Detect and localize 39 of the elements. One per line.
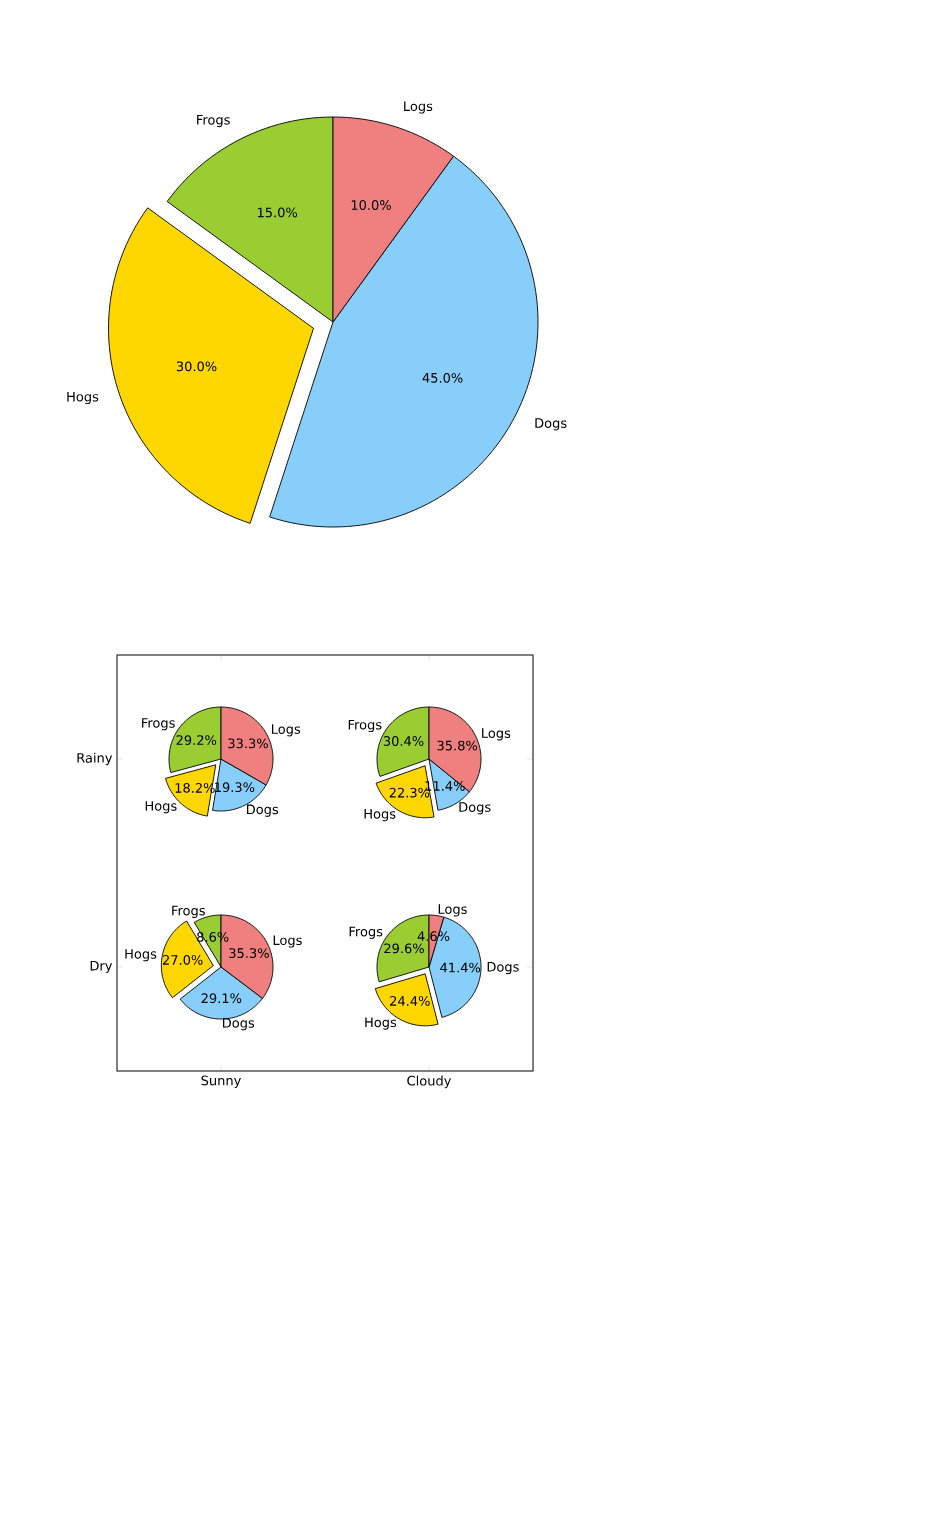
slice-label: Hogs bbox=[67, 391, 99, 405]
slice-label: Dogs bbox=[223, 1018, 255, 1031]
data-label: 15.0% bbox=[257, 207, 298, 218]
slice-label: Hogs bbox=[364, 809, 396, 822]
slice-label: Frogs bbox=[349, 926, 383, 939]
slice-label: Logs bbox=[271, 724, 301, 737]
data-label: 24.4% bbox=[390, 996, 430, 1006]
data-label: 45.0% bbox=[422, 372, 463, 383]
slice-label: Logs bbox=[404, 101, 433, 114]
data-label: 30.0% bbox=[176, 361, 217, 372]
category-label: Sunny bbox=[201, 1075, 241, 1088]
slice-label: Hogs bbox=[125, 949, 157, 962]
data-label: 29.6% bbox=[384, 943, 424, 954]
data-label: 35.3% bbox=[229, 948, 269, 959]
data-label: 29.1% bbox=[201, 993, 242, 1004]
slice-label: Logs bbox=[482, 728, 511, 741]
slice-label: Hogs bbox=[365, 1017, 397, 1030]
slice-label: Frogs bbox=[348, 719, 382, 733]
slice-label: Logs bbox=[438, 904, 467, 917]
slice-label: Frogs bbox=[172, 905, 205, 918]
category-label: Cloudy bbox=[407, 1075, 452, 1089]
data-label: 27.0% bbox=[162, 955, 203, 965]
data-label: 19.3% bbox=[215, 782, 255, 793]
category-label: Dry bbox=[90, 960, 113, 974]
slice-label: Dogs bbox=[487, 962, 519, 975]
data-label: 33.3% bbox=[228, 738, 268, 749]
data-label: 35.8% bbox=[437, 740, 478, 751]
data-label: 29.2% bbox=[176, 735, 217, 745]
slice-label: Hogs bbox=[145, 801, 177, 814]
slice-label: Dogs bbox=[459, 802, 491, 815]
data-label: 10.0% bbox=[351, 200, 391, 210]
slice-label: Dogs bbox=[246, 804, 279, 817]
data-label: 41.4% bbox=[440, 962, 481, 973]
slice-label: Logs bbox=[273, 935, 302, 948]
slice-label: Frogs bbox=[197, 115, 230, 128]
slice-label: Dogs bbox=[535, 418, 567, 431]
data-label: 30.4% bbox=[383, 736, 424, 746]
slice-label: Frogs bbox=[142, 718, 175, 731]
category-label: Rainy bbox=[77, 752, 113, 766]
